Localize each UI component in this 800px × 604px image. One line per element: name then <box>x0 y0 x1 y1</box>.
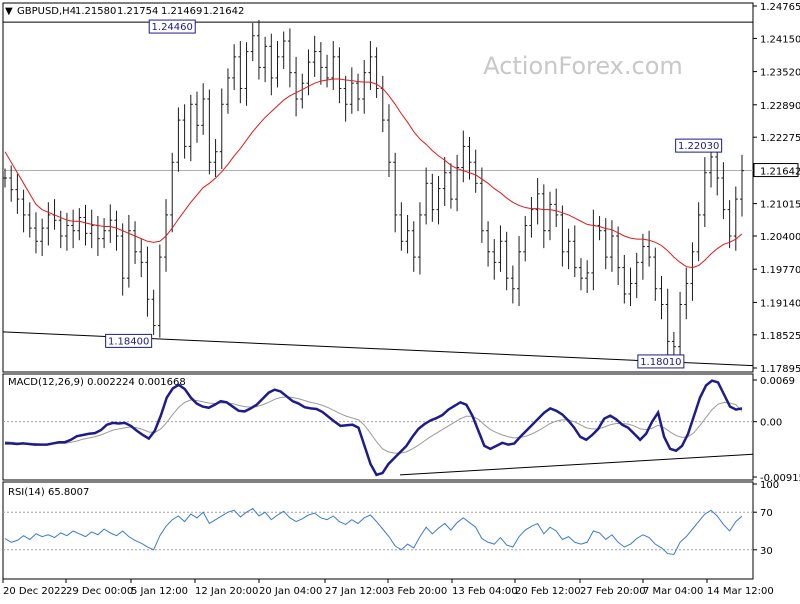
time-axis-label: 20 Dec 2022 <box>3 586 67 597</box>
time-axis-label: 12 Jan 20:00 <box>195 586 258 597</box>
time-axis-label: 3 Feb 20:00 <box>388 586 447 597</box>
header-open: 1.21580 <box>75 6 116 17</box>
price-axis-label: 1.22890 <box>760 101 800 112</box>
rsi-axis-label: 100 <box>760 480 779 491</box>
time-axis-label: 7 Mar 04:00 <box>643 586 703 597</box>
macd-trendline <box>399 453 754 476</box>
time-axis-label: 5 Jan 12:00 <box>131 586 188 597</box>
rsi-title: RSI(14) 65.8007 <box>8 487 89 498</box>
price-axis-label: 1.21015 <box>760 200 800 211</box>
price-marker-box <box>148 19 196 34</box>
price-axis-label: 1.20400 <box>760 232 800 243</box>
header-symbol: GBPUSD,H4 <box>17 6 76 17</box>
price-axis-label: 1.18525 <box>760 331 800 342</box>
price-marker: 1.24460 <box>148 19 196 34</box>
rsi-layer <box>3 507 753 556</box>
time-axis-label: 27 Jan 12:00 <box>325 586 388 597</box>
current-price-tag <box>753 163 799 178</box>
header-high: 1.21754 <box>117 6 158 17</box>
watermark-text: ActionForex.com <box>483 52 683 80</box>
price-layer: 1.24460 1.18400 1.22030 1.18010 <box>2 19 754 369</box>
macd-main-line <box>5 379 743 477</box>
price-marker: 1.22030 <box>675 138 723 153</box>
macd-panel-frame <box>2 373 754 481</box>
price-axis-label: 1.19770 <box>760 265 800 276</box>
moving-average-line <box>4 78 743 269</box>
price-axis-label: 1.22275 <box>760 133 800 144</box>
price-marker: 1.18400 <box>105 333 153 348</box>
price-marker-box <box>637 354 685 369</box>
price-panel-frame <box>2 2 754 373</box>
price-marker-label: 1.18400 <box>108 336 149 347</box>
price-marker: 1.18010 <box>637 354 685 369</box>
time-axis-label: 13 Feb 04:00 <box>452 586 518 597</box>
time-axis-label: 27 Feb 20:00 <box>580 586 646 597</box>
price-axis-label: 1.19140 <box>760 298 800 309</box>
header-close: 1.21642 <box>203 6 244 17</box>
price-axis-label: 1.17895 <box>760 364 800 375</box>
header-arrow-icon: ▼ <box>5 6 13 17</box>
macd-title: MACD(12,26,9) 0.002224 0.001668 <box>8 377 186 388</box>
price-marker-label: 1.22030 <box>678 141 719 152</box>
price-axis-label: 1.24150 <box>760 34 800 45</box>
macd-axis-label: 0.00 <box>760 418 782 429</box>
price-marker-label: 1.24460 <box>152 22 193 33</box>
time-axis-label: 14 Mar 12:00 <box>707 586 774 597</box>
macd-layer <box>3 379 754 477</box>
price-marker-box <box>105 333 153 348</box>
time-axis-label: 20 Jan 04:00 <box>259 586 322 597</box>
price-axis-label: 1.21642 <box>760 167 800 178</box>
price-marker-box <box>675 138 723 153</box>
header-low: 1.21469 <box>161 6 202 17</box>
rsi-panel-frame <box>2 481 754 580</box>
macd-axis-label: -0.009158 <box>760 473 800 484</box>
time-axis-label: 20 Feb 12:00 <box>515 586 581 597</box>
rsi-line <box>4 507 743 556</box>
macd-axis-label: 0.0069 <box>760 376 795 387</box>
rsi-axis-label: 70 <box>760 508 773 519</box>
price-axis-label: 1.23520 <box>760 68 800 79</box>
chart-header: ▼ GBPUSD,H4 1.21580 1.21754 1.21469 1.21… <box>5 6 244 17</box>
price-axis-label: 1.24765 <box>760 2 800 13</box>
price-marker-label: 1.18010 <box>640 357 681 368</box>
rsi-axis-label: 30 <box>760 546 773 557</box>
time-axis-label: 29 Dec 00:00 <box>66 586 133 597</box>
